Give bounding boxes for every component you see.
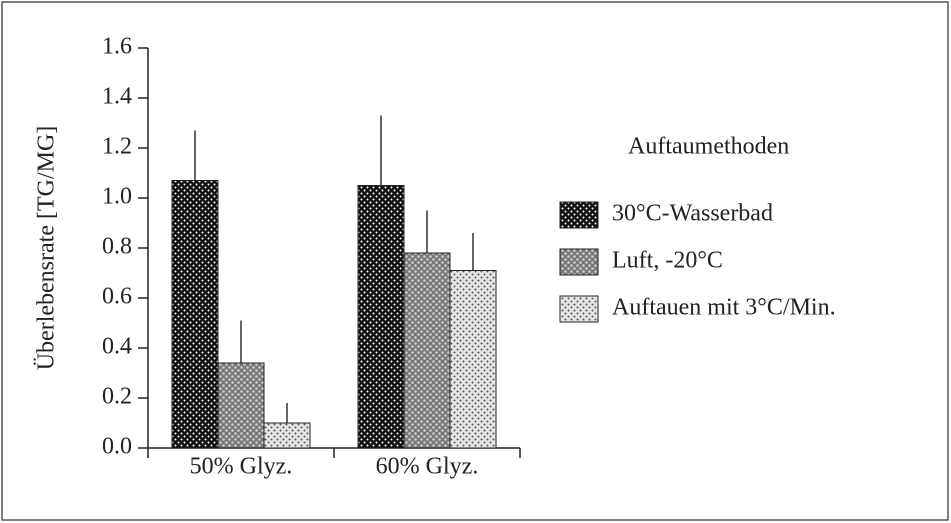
legend-label: Luft, -20°C [612,248,723,274]
legend-label: Auftauen mit 3°C/Min. [612,295,836,321]
y-tick-label: 0.0 [102,434,132,460]
y-tick-label: 1.4 [102,84,132,110]
bar [403,252,451,449]
y-axis-label: Überlebensrate [TG/MG] [34,126,60,371]
bar [171,180,219,449]
y-tick-label: 0.6 [102,284,132,310]
y-tick-label: 0.2 [102,384,132,410]
y-tick-label: 1.0 [102,184,132,210]
legend-swatch [559,295,599,323]
x-tick-label: 60% Glyz. [376,454,479,480]
x-tick-label: 50% Glyz. [190,454,293,480]
bar [217,362,265,449]
legend-title: Auftaumethoden [628,134,789,160]
legend-swatch [559,201,599,229]
y-tick-label: 1.6 [102,34,132,60]
bar [263,422,311,449]
y-tick-label: 1.2 [102,134,132,160]
bar [357,185,405,449]
y-tick-label: 0.4 [102,334,132,360]
legend-label: 30°C-Wasserbad [612,201,773,227]
y-tick-label: 0.8 [102,234,132,260]
bar [449,270,497,449]
legend-swatch [559,248,599,276]
